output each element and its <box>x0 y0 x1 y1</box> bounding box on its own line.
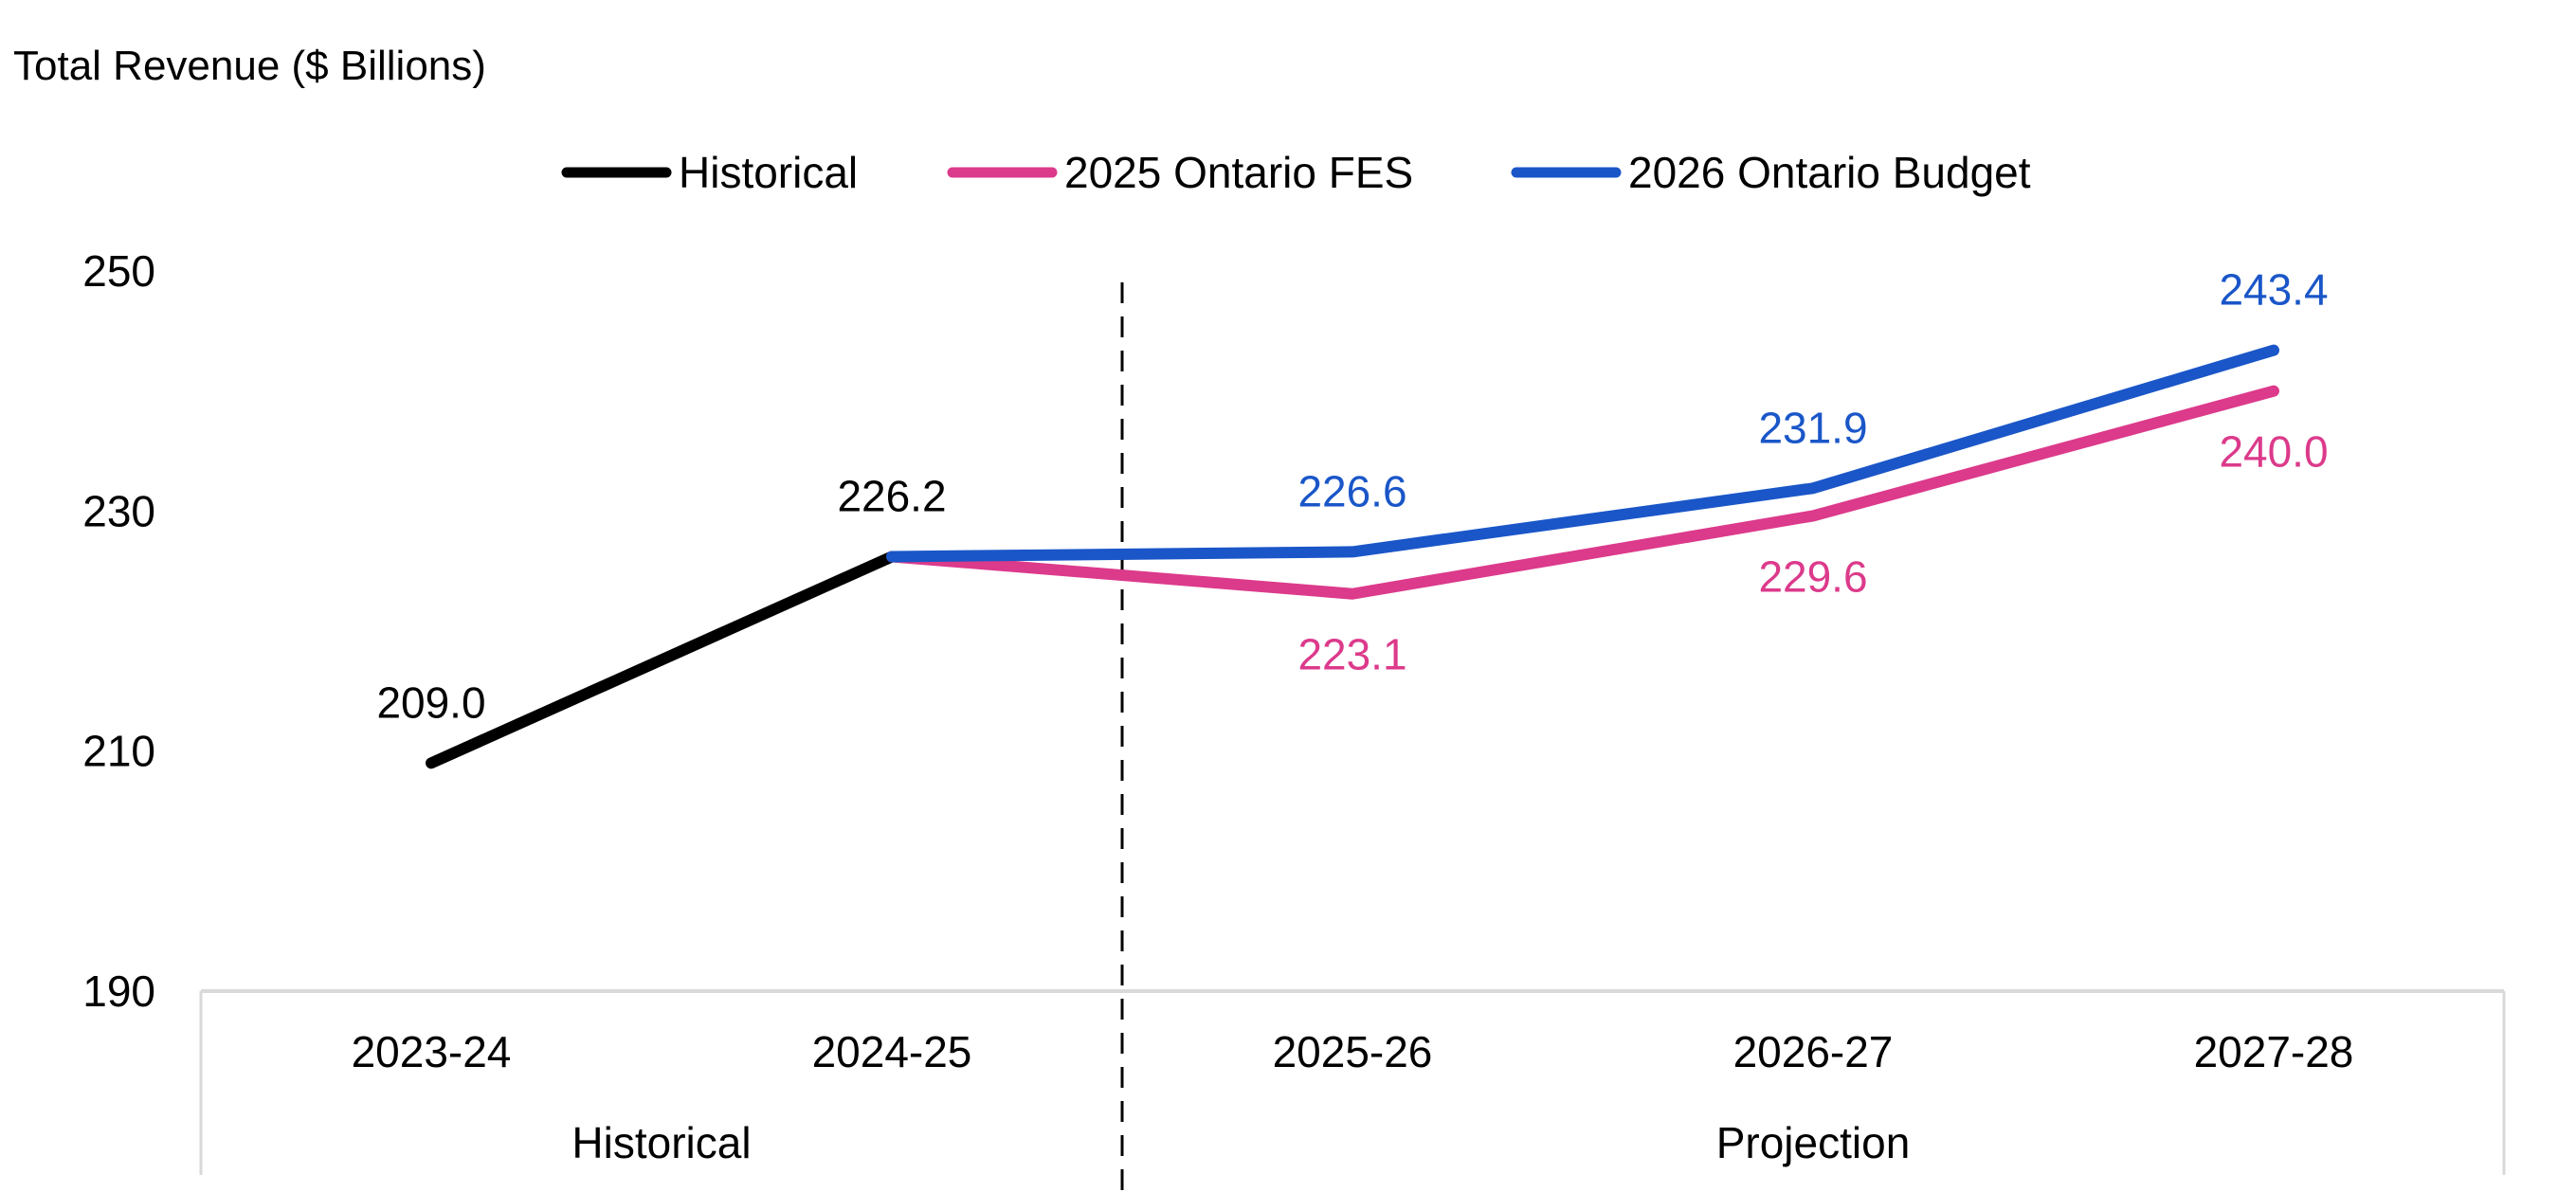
y-tick-label: 210 <box>82 727 155 776</box>
x-tick-label: 2025-26 <box>1273 1027 1433 1076</box>
legend: Historical 2025 Ontario FES 2026 Ontario B… <box>561 148 2031 197</box>
x-tick-label: 2026-27 <box>1733 1027 1894 1076</box>
data-label: 226.6 <box>1297 466 1406 515</box>
series-line-2025-ontario-fes <box>886 385 2279 600</box>
x-tick-label: 2027-28 <box>2194 1027 2354 1076</box>
x-tick-label: 2023-24 <box>352 1027 512 1076</box>
data-label: 229.6 <box>1758 551 1867 601</box>
series-lines <box>426 344 2279 769</box>
data-label: 223.1 <box>1297 630 1406 679</box>
category-group-label: Projection <box>1716 1118 1911 1167</box>
chart-title: Total Revenue ($ Billions) <box>13 43 486 89</box>
y-tick-label: 190 <box>82 966 155 1016</box>
data-labels: 209.0 226.2 223.1 229.6 240.0 226.6 231.9 243.4 <box>376 265 2328 728</box>
series-line-historical <box>426 551 898 769</box>
series-line-2026-ontario-budget <box>886 344 2279 563</box>
legend-label: Historical <box>679 148 858 197</box>
y-tick-label: 250 <box>82 246 155 296</box>
axes: 190 210 230 250 2023-24 2024-25 2025-26 2026-27… <box>82 246 2506 1192</box>
category-group-label: Historical <box>571 1118 751 1167</box>
data-label: 226.2 <box>837 471 946 520</box>
data-label: 240.0 <box>2219 427 2328 477</box>
y-tick-label: 230 <box>82 486 155 535</box>
x-tick-label: 2024-25 <box>812 1027 972 1076</box>
legend-label: 2025 Ontario FES <box>1064 148 1413 197</box>
data-label: 243.4 <box>2219 265 2328 315</box>
legend-label: 2026 Ontario Budget <box>1628 148 2031 197</box>
data-label: 231.9 <box>1758 403 1867 452</box>
data-label: 209.0 <box>376 677 485 727</box>
